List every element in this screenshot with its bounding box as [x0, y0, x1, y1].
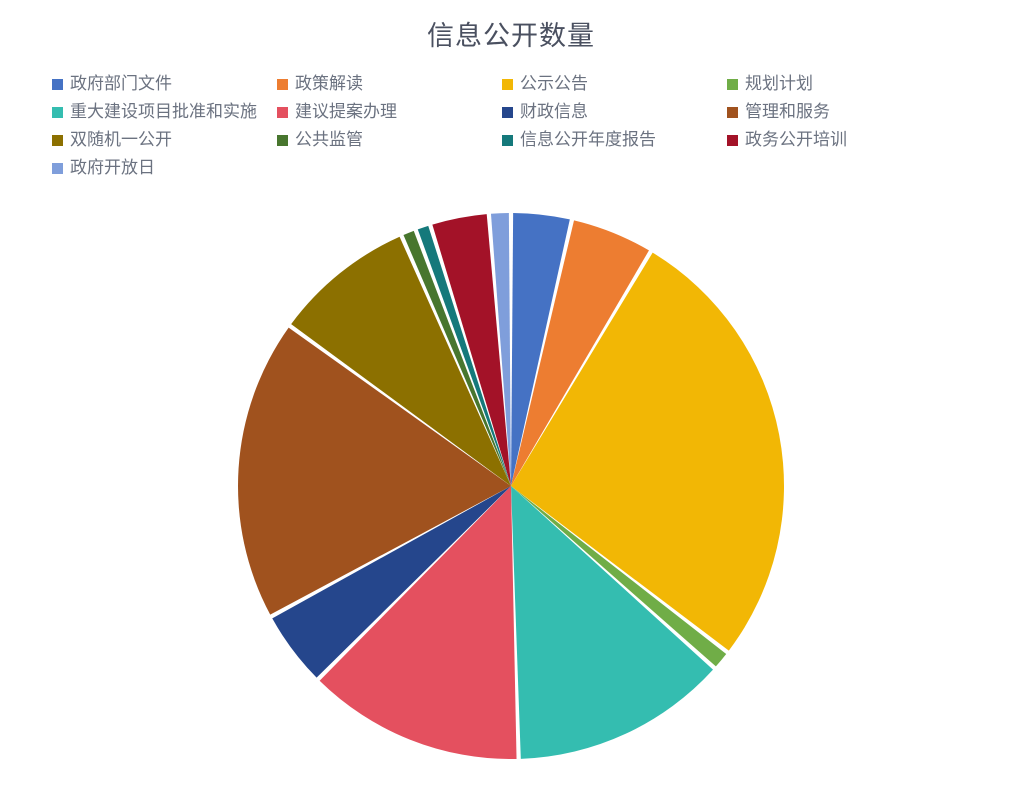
pie-slice[interactable]	[319, 486, 517, 759]
legend-item[interactable]: 管理和服务	[727, 98, 952, 126]
chart-legend: 政府部门文件 政策解读 公示公告 规划计划重大建设项目批准和实施 建议提案办理 财政信息 管…	[52, 70, 952, 182]
pie-slice[interactable]	[272, 486, 511, 678]
legend-item-label: 信息公开年度报告	[520, 130, 656, 149]
legend-swatch-icon	[502, 106, 513, 118]
legend-item[interactable]: 政策解读	[277, 70, 502, 98]
legend-item[interactable]: 政府开放日	[52, 154, 277, 182]
legend-item[interactable]: 公共监管	[277, 126, 502, 154]
legend-swatch-icon	[52, 78, 63, 90]
legend-item-label: 重大建设项目批准和实施	[70, 102, 257, 121]
legend-swatch-icon	[277, 78, 288, 90]
legend-item[interactable]: 政务公开培训	[727, 126, 952, 154]
legend-swatch-icon	[502, 134, 513, 146]
legend-swatch-icon	[52, 134, 63, 146]
pie-slice[interactable]	[511, 486, 714, 759]
legend-item-label: 政府部门文件	[70, 74, 172, 93]
legend-item[interactable]: 信息公开年度报告	[502, 126, 727, 154]
legend-item[interactable]: 财政信息	[502, 98, 727, 126]
legend-item-label: 公示公告	[520, 74, 588, 93]
legend-swatch-icon	[277, 134, 288, 146]
legend-item[interactable]: 规划计划	[727, 70, 952, 98]
pie-slice[interactable]	[511, 220, 649, 486]
legend-item[interactable]: 政府部门文件	[52, 70, 277, 98]
legend-item-label: 管理和服务	[745, 102, 830, 121]
legend-item-label: 公共监管	[295, 130, 363, 149]
pie-slice[interactable]	[417, 225, 511, 486]
legend-item-label: 规划计划	[745, 74, 813, 93]
legend-swatch-icon	[727, 78, 738, 90]
legend-item[interactable]: 双随机一公开	[52, 126, 277, 154]
legend-item-label: 政务公开培训	[745, 130, 847, 149]
legend-item-label: 政府开放日	[70, 158, 155, 177]
chart-title: 信息公开数量	[427, 21, 595, 51]
legend-item[interactable]: 重大建设项目批准和实施	[52, 98, 277, 126]
pie-slice[interactable]	[511, 486, 727, 667]
legend-swatch-icon	[502, 78, 513, 90]
legend-swatch-icon	[52, 106, 63, 118]
legend-swatch-icon	[52, 162, 63, 174]
legend-swatch-icon	[727, 134, 738, 146]
legend-item[interactable]: 建议提案办理	[277, 98, 502, 126]
pie-slice[interactable]	[511, 252, 785, 651]
pie-slice[interactable]	[511, 213, 570, 486]
legend-swatch-icon	[277, 106, 288, 118]
legend-swatch-icon	[727, 106, 738, 118]
legend-item-label: 财政信息	[520, 102, 588, 121]
legend-item-label: 双随机一公开	[70, 130, 172, 149]
pie-slice[interactable]	[432, 214, 511, 486]
pie-slice[interactable]	[403, 230, 511, 486]
legend-item-label: 建议提案办理	[295, 102, 397, 121]
legend-item[interactable]: 公示公告	[502, 70, 727, 98]
pie-slice[interactable]	[238, 327, 511, 615]
legend-item-label: 政策解读	[295, 74, 363, 93]
pie-slice[interactable]	[490, 213, 511, 486]
pie-slice[interactable]	[291, 236, 511, 486]
